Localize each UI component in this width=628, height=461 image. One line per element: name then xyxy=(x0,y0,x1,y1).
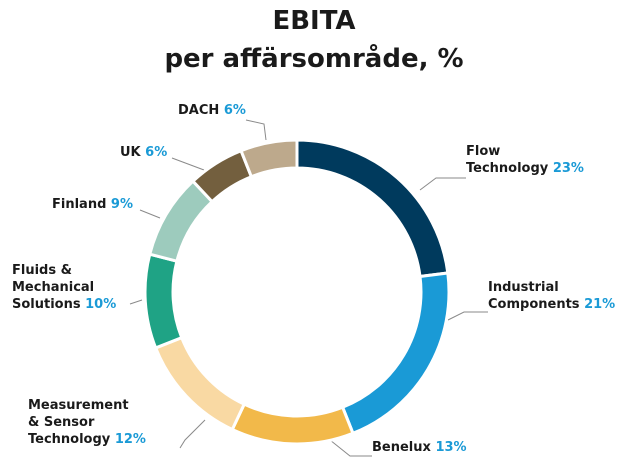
segment-label: Measurement & Sensor Technology 12% xyxy=(28,397,146,448)
donut-segment xyxy=(239,138,299,179)
segment-label: Flow Technology 23% xyxy=(466,143,584,177)
segment-label: DACH 6% xyxy=(178,102,246,119)
value-label: 12% xyxy=(114,432,146,447)
chart-subtitle: per affärsområde, % xyxy=(164,44,464,74)
value-label: 6% xyxy=(223,103,246,118)
category-name: Benelux xyxy=(372,440,431,455)
segment-label: UK 6% xyxy=(120,144,167,161)
category-name: Finland xyxy=(52,197,107,212)
leader-line xyxy=(329,439,372,457)
value-label: 10% xyxy=(85,297,117,312)
leader-line xyxy=(447,311,488,321)
value-label: 13% xyxy=(435,440,467,455)
category-name: Flow Technology xyxy=(466,144,549,176)
donut-segment xyxy=(230,402,355,446)
category-name: Measurement & Sensor Technology xyxy=(28,398,129,447)
segment-label: Benelux 13% xyxy=(372,439,467,456)
category-name: UK xyxy=(120,145,141,160)
leader-line xyxy=(129,299,143,305)
leader-line xyxy=(179,419,206,449)
category-name: DACH xyxy=(178,103,220,118)
leader-line xyxy=(419,177,466,191)
category-name: Industrial Components xyxy=(488,280,580,312)
leader-line xyxy=(139,209,161,219)
value-label: 6% xyxy=(145,145,168,160)
donut-segment xyxy=(295,138,450,279)
value-label: 9% xyxy=(110,197,133,212)
value-label: 21% xyxy=(584,297,616,312)
segment-label: Fluids & Mechanical Solutions 10% xyxy=(12,262,116,313)
segment-label: Industrial Components 21% xyxy=(488,279,615,313)
leader-line xyxy=(245,119,267,141)
category-name: Fluids & Mechanical Solutions xyxy=(12,263,95,312)
value-label: 23% xyxy=(552,161,584,176)
leader-line xyxy=(171,157,205,171)
donut-segment xyxy=(153,335,247,432)
segment-label: Finland 9% xyxy=(52,196,133,213)
chart-title: EBITA xyxy=(272,6,356,36)
donut-segment xyxy=(143,252,184,350)
donut-segment xyxy=(340,271,451,436)
